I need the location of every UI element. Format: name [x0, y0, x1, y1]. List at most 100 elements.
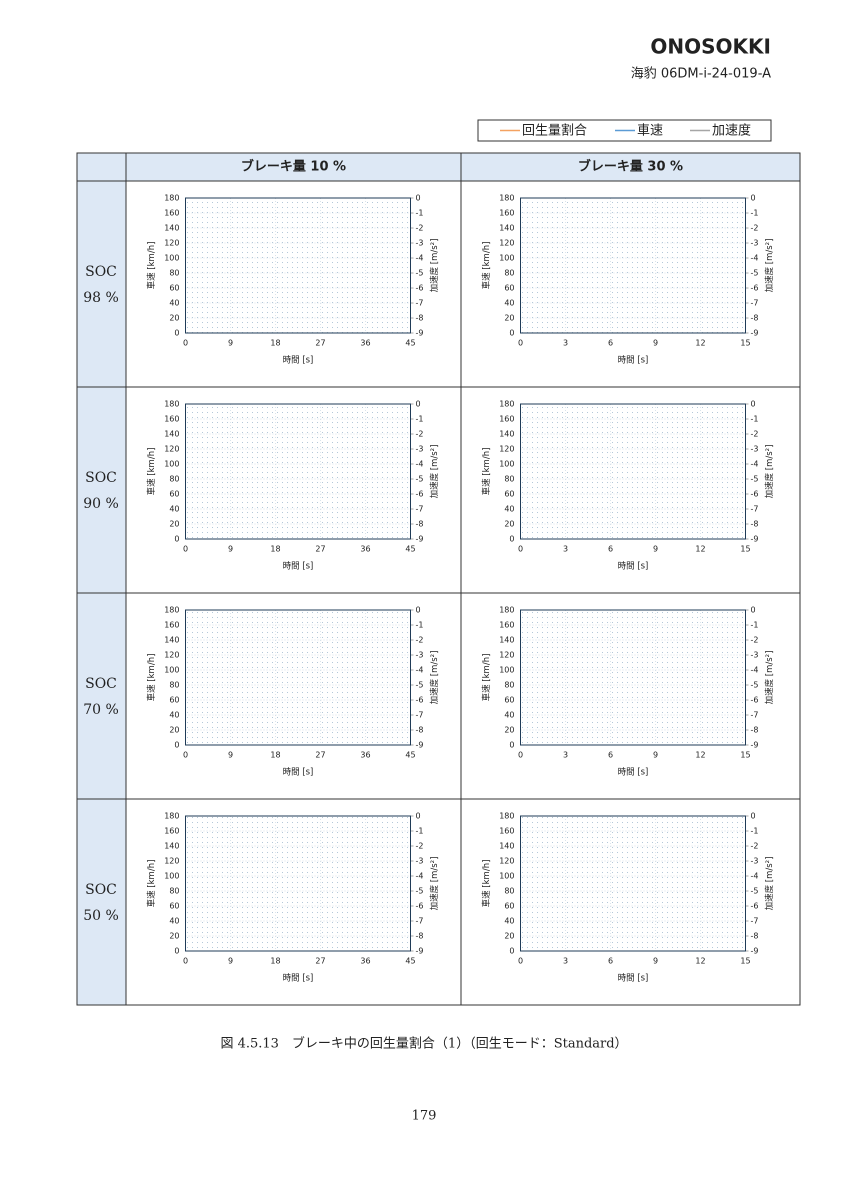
y-tick-label: 20	[504, 314, 514, 323]
x-tick-label: 45	[405, 339, 415, 348]
plot-frame	[520, 403, 746, 540]
x-tick-label: 15	[740, 339, 750, 348]
y-tick-label: 180	[164, 606, 179, 615]
x-tick-label: 12	[695, 339, 705, 348]
y-tick-label: 100	[164, 872, 179, 881]
y2-tick-label: -4	[751, 872, 759, 881]
row-label: SOC	[85, 676, 117, 692]
x-tick-label: 15	[740, 957, 750, 966]
x-axis-label: 時間 [s]	[618, 768, 649, 778]
y-axis-label: 車速 [km/h]	[481, 860, 492, 908]
x-tick-label: 0	[183, 545, 188, 554]
y2-tick-label: -9	[416, 535, 424, 544]
y-tick-label: 140	[499, 636, 514, 645]
y2-axis-label: 加速度 [m/s²]	[429, 857, 440, 911]
y-tick-label: 80	[169, 269, 179, 278]
row-label: SOC	[85, 470, 117, 486]
y2-tick-label: -4	[416, 666, 424, 675]
y-axis-label: 車速 [km/h]	[146, 242, 157, 290]
x-axis-label: 時間 [s]	[283, 768, 314, 778]
y2-tick-label: -6	[416, 902, 424, 911]
y-tick-label: 40	[504, 711, 514, 720]
y2-tick-label: -5	[416, 887, 424, 896]
y2-tick-label: -6	[751, 902, 759, 911]
y2-tick-label: -7	[751, 505, 759, 514]
y2-tick-label: -3	[416, 239, 424, 248]
x-tick-label: 0	[518, 339, 523, 348]
y-tick-label: 60	[169, 490, 179, 499]
y-tick-label: 120	[499, 239, 514, 248]
row-value: 50 %	[83, 908, 119, 924]
y-tick-label: 40	[504, 917, 514, 926]
table-border	[76, 152, 801, 1006]
y2-tick-label: -6	[416, 696, 424, 705]
y2-tick-label: 0	[416, 400, 421, 409]
legend-label: 車速	[637, 124, 663, 139]
x-tick-label: 36	[360, 339, 370, 348]
doc-id: 海豹 06DM-i-24-019-A	[631, 67, 771, 82]
y-tick-label: 100	[499, 666, 514, 675]
y2-tick-label: 0	[416, 812, 421, 821]
y2-tick-label: -7	[416, 711, 424, 720]
y2-tick-label: -4	[416, 872, 424, 881]
plot-area	[520, 404, 746, 539]
plot-frame	[520, 815, 746, 952]
y2-tick-label: -2	[751, 636, 759, 645]
y2-tick-label: 0	[751, 194, 756, 203]
y2-tick-label: 0	[751, 812, 756, 821]
y-tick-label: 120	[499, 651, 514, 660]
y2-tick-label: -7	[416, 917, 424, 926]
x-tick-label: 6	[608, 751, 613, 760]
plot-frame	[185, 815, 411, 952]
y2-tick-label: -2	[416, 842, 424, 851]
y-tick-label: 140	[499, 224, 514, 233]
y-tick-label: 20	[504, 726, 514, 735]
y2-tick-label: -1	[416, 415, 424, 424]
y-tick-label: 120	[164, 651, 179, 660]
x-tick-label: 0	[518, 751, 523, 760]
y2-tick-label: -8	[751, 932, 759, 941]
y-tick-label: 0	[174, 535, 179, 544]
x-tick-label: 45	[405, 957, 415, 966]
y-tick-label: 160	[164, 415, 179, 424]
y2-tick-label: -1	[416, 621, 424, 630]
y2-tick-label: -5	[751, 475, 759, 484]
plot-frame	[520, 197, 746, 334]
y2-tick-label: -1	[751, 415, 759, 424]
y2-tick-label: -6	[416, 490, 424, 499]
y-tick-label: 40	[504, 505, 514, 514]
y-tick-label: 80	[504, 475, 514, 484]
y2-tick-label: -8	[751, 314, 759, 323]
y2-tick-label: -4	[416, 254, 424, 263]
column-header: ブレーキ量 10 %	[241, 159, 346, 175]
x-tick-label: 0	[183, 751, 188, 760]
y-tick-label: 80	[504, 269, 514, 278]
x-tick-label: 6	[608, 957, 613, 966]
y-tick-label: 160	[164, 209, 179, 218]
x-tick-label: 15	[740, 545, 750, 554]
x-tick-label: 9	[653, 339, 658, 348]
y2-tick-label: -5	[751, 887, 759, 896]
x-tick-label: 6	[608, 339, 613, 348]
legend: 回生量割合 車速 加速度	[500, 123, 751, 139]
y2-tick-label: -8	[751, 520, 759, 529]
y2-tick-label: -5	[416, 269, 424, 278]
y-tick-label: 100	[499, 460, 514, 469]
y2-tick-label: -7	[416, 505, 424, 514]
x-tick-label: 36	[360, 751, 370, 760]
y2-tick-label: -1	[751, 827, 759, 836]
y-tick-label: 180	[164, 812, 179, 821]
plot-frame	[185, 609, 411, 746]
y2-tick-label: -5	[751, 269, 759, 278]
y-tick-label: 140	[499, 842, 514, 851]
y-tick-label: 20	[504, 520, 514, 529]
x-tick-label: 0	[518, 545, 523, 554]
plot-frame	[185, 197, 411, 334]
column-header: ブレーキ量 30 %	[578, 159, 683, 175]
row-header-cell	[77, 387, 126, 593]
y-tick-label: 40	[169, 505, 179, 514]
